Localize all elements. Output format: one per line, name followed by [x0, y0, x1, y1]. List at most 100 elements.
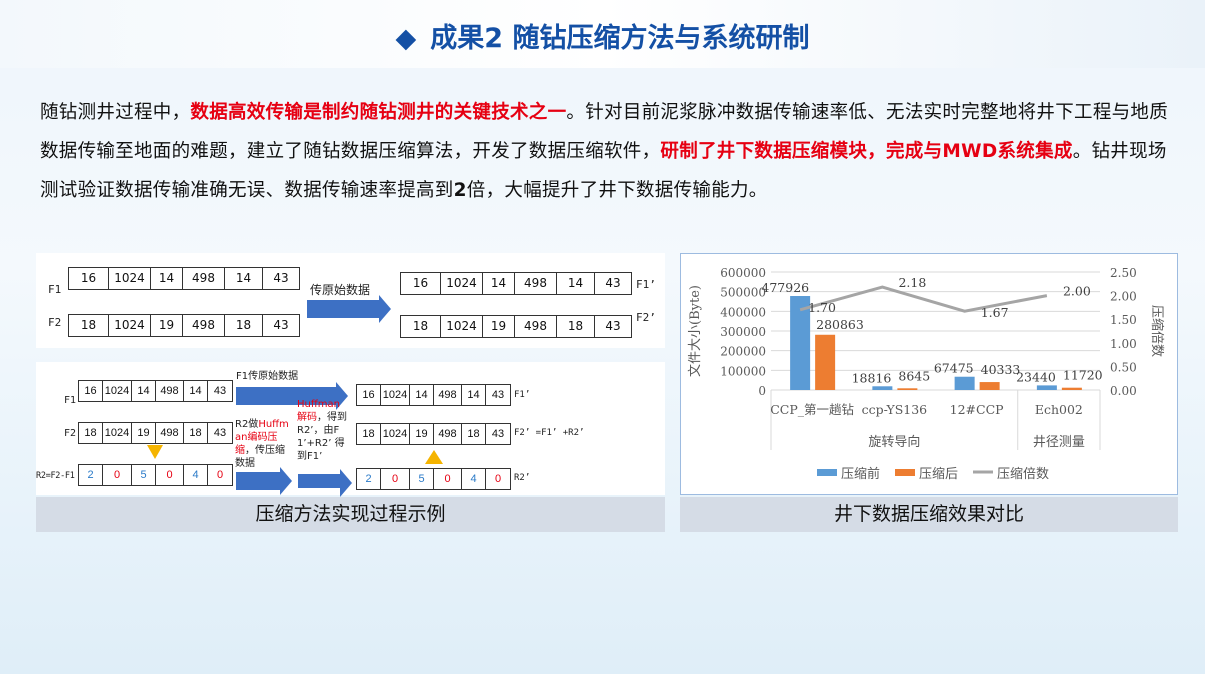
f2-row: 18 1024 19 498 18 43 [78, 422, 233, 444]
arrow-down-icon [147, 445, 163, 459]
bold-number: 2 [453, 180, 467, 201]
y2-tick-label: 2.50 [1110, 266, 1137, 280]
cell: 14 [483, 273, 515, 294]
data-label: 67475 [934, 361, 974, 376]
highlight: 数据高效传输是制约随钻测井的关键技术之一 [190, 102, 567, 123]
line-data-label: 1.70 [808, 300, 836, 315]
r2-label: R2=F2-F1 [36, 471, 75, 481]
cell: 18 [357, 424, 381, 444]
text: Huffman解码 [297, 399, 340, 423]
x-tick-label: Ech002 [1035, 402, 1083, 417]
text: 倍，大幅提升了井下数据传输能力。 [466, 180, 768, 201]
page-title: ◆ 成果2 随钻压缩方法与系统研制 [0, 16, 1205, 55]
cell: 2 [79, 465, 103, 485]
bar-after [979, 382, 1000, 390]
arrow-up-icon [425, 450, 443, 464]
f2-row: 18 1024 19 498 18 43 [68, 314, 300, 337]
data-label: 477926 [761, 280, 809, 295]
arrow-label: F1传原始数据 [236, 371, 299, 382]
title-bar [0, 0, 1205, 68]
cell: 2 [357, 469, 381, 489]
f1p-label: F1’ [636, 278, 656, 291]
f1-row: 16 1024 14 498 14 43 [68, 267, 300, 290]
cell: 14 [557, 273, 595, 294]
data-label: 23440 [1016, 369, 1056, 384]
cell: 498 [515, 316, 557, 337]
cell: 18 [69, 315, 109, 336]
cell: 4 [184, 465, 208, 485]
cell: 498 [434, 385, 462, 405]
diagram-compression-process: F1 16 1024 14 498 14 43 F2 18 1024 19 498 18 43 R2… [36, 362, 665, 497]
cell: 14 [151, 268, 183, 289]
cell: 0 [103, 465, 132, 485]
group-label: 旋转导向 [868, 434, 920, 450]
text: ，传压缩数据 [235, 445, 285, 469]
cell: 1024 [109, 315, 151, 336]
text: R2做 [235, 419, 259, 430]
group-label: 井径测量 [1033, 435, 1085, 450]
step3-label: Huffman解码，得到R2’，由F1’+R2’ 得到F1’ [297, 398, 347, 463]
cell: 43 [491, 389, 505, 401]
highlight: 研制了井下数据压缩模块，完成与MWD系统集成 [660, 141, 1073, 162]
cell: 14 [184, 381, 208, 401]
cell: 43 [605, 319, 621, 333]
cell: 43 [605, 276, 621, 290]
line-compression-ratio [799, 285, 1048, 313]
y-axis-label: 文件大小(Byte) [688, 285, 703, 377]
data-label: 40333 [981, 362, 1021, 377]
bar-before [1036, 385, 1057, 390]
summary-paragraph: 随钻测井过程中，数据高效传输是制约随钻测井的关键技术之一。针对目前泥浆脉冲数据传… [40, 93, 1178, 210]
cell: 19 [410, 424, 434, 444]
cell: 43 [213, 427, 227, 439]
legend-swatch [895, 469, 915, 476]
line-data-label: 1.67 [981, 305, 1009, 320]
cell: 14 [225, 268, 263, 289]
cell: 498 [156, 423, 184, 443]
y-tick-label: 500000 [720, 286, 766, 300]
caption-right: 井下数据压缩效果对比 [680, 497, 1178, 532]
f1-label: F1 [64, 395, 77, 406]
bar-before [954, 376, 975, 390]
r2p-label: R2’ [514, 473, 531, 483]
y2-tick-label: 1.50 [1110, 313, 1137, 327]
cell: 14 [132, 381, 156, 401]
y-tick-label: 100000 [720, 364, 766, 378]
y-tick-label: 200000 [720, 345, 766, 359]
cell: 1024 [381, 424, 410, 444]
text: ，得到R2’，由F1’+R2’ 得到F1’ [297, 412, 347, 462]
cell: 43 [273, 271, 289, 285]
legend-swatch [817, 469, 837, 476]
chart-svg: 0 100000 200000 300000 400000 500000 600000 0.0… [688, 266, 1165, 482]
cell: 43 [273, 318, 289, 332]
cell: 498 [183, 268, 225, 289]
cell: 16 [69, 268, 109, 289]
cell: 0 [381, 469, 410, 489]
arrow-right-icon [236, 467, 292, 495]
arrow-label: 传原始数据 [310, 283, 371, 297]
compression-chart: 0 100000 200000 300000 400000 500000 600000 0.0… [680, 253, 1178, 495]
cell: 18 [462, 424, 486, 444]
text: 随钻测井过程中， [40, 102, 191, 123]
cell: 1024 [441, 273, 483, 294]
cell: 5 [132, 465, 156, 485]
cell: 498 [515, 273, 557, 294]
cell: 18 [184, 423, 208, 443]
f1-row: 16 1024 14 498 14 43 [78, 380, 233, 402]
y2-tick-label: 0.00 [1110, 384, 1137, 398]
text: 编码压缩 [235, 432, 278, 456]
f2p-label: F2’ [636, 311, 656, 324]
legend-label: 压缩前 [841, 466, 880, 482]
f2-label: F2 [64, 428, 77, 439]
cell: 43 [213, 385, 227, 397]
cell: 1024 [381, 385, 410, 405]
legend-label: 压缩后 [919, 466, 958, 482]
cell: 18 [401, 316, 441, 337]
cell: 16 [79, 381, 103, 401]
legend-label: 压缩倍数 [997, 466, 1049, 482]
line-data-label: 2.00 [1063, 284, 1091, 299]
cell: 4 [462, 469, 486, 489]
bar-after [1061, 387, 1082, 390]
y2-tick-label: 0.50 [1110, 360, 1137, 374]
text: 。钻井现场测试验证数据传输准确无误、数据传输速率提高到 [40, 141, 1167, 201]
data-label: 8645 [898, 368, 930, 383]
